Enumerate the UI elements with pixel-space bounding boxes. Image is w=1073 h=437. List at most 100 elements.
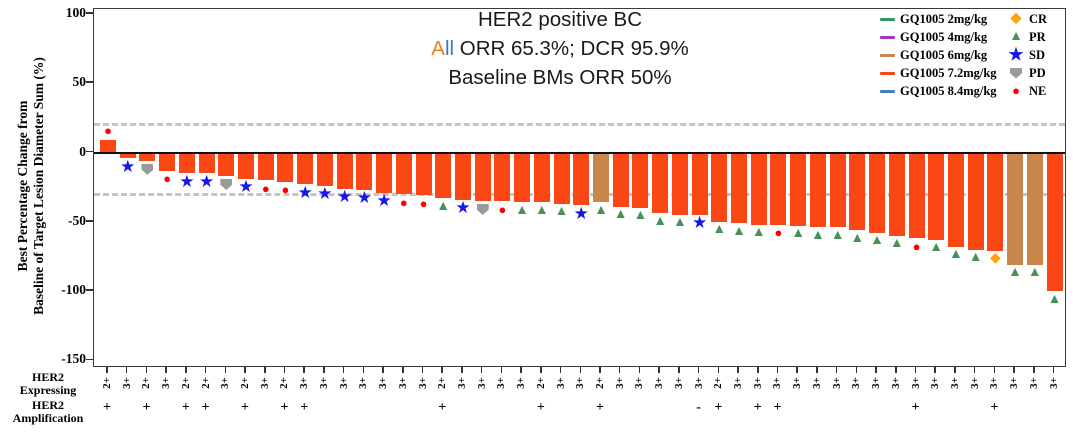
pr-marker-icon: ▲ (731, 224, 747, 240)
her2-amplification-label: + (280, 400, 289, 415)
pr-marker-icon: ▲ (534, 203, 550, 219)
bar (770, 152, 787, 225)
bar (711, 152, 728, 222)
sd-marker-icon: ★ (691, 213, 708, 233)
bar (1007, 152, 1024, 265)
her2-amplification-label: + (142, 400, 151, 415)
ne-marker-icon: ● (277, 182, 293, 198)
sd-marker-icon: ★ (337, 188, 353, 205)
ne-marker-icon: ● (258, 181, 274, 197)
bar (100, 140, 116, 153)
bar (1046, 152, 1063, 292)
row-header-amplification-line2: Amplification (12, 411, 84, 425)
x-tick-mark (954, 367, 956, 373)
y-axis-title-line2: Baseline of Target Lesion Diameter Sum (… (31, 57, 46, 315)
threshold-line-20 (94, 123, 1065, 127)
pr-glyph: ▲ (810, 227, 825, 243)
her2-amplification-label: + (181, 400, 190, 415)
legend-response-label: PR (1029, 29, 1046, 44)
ne-marker-icon: ● (100, 123, 116, 139)
her2-expressing-label: 2+ (179, 377, 192, 389)
x-tick-mark (678, 367, 680, 373)
x-tick-mark (185, 367, 187, 373)
her2-expressing-label: 2+ (239, 377, 252, 389)
her2-expressing-label: 3+ (298, 377, 311, 389)
bar (750, 152, 767, 225)
pd-legend-icon (1008, 65, 1024, 81)
pr-glyph: ▲ (1027, 265, 1042, 281)
bar (908, 152, 925, 239)
her2-expressing-label: 3+ (672, 377, 685, 389)
x-tick-mark (835, 367, 838, 373)
her2-amplification-label: + (714, 400, 723, 415)
her2-expressing-label: 2+ (712, 377, 725, 389)
legend-dose-column: GQ1005 2mg/kg GQ1005 4mg/kg GQ1005 6mg/kg G… (880, 10, 1008, 100)
sd-glyph: ★ (238, 177, 254, 197)
sd-marker-icon: ★ (199, 173, 215, 190)
bar (691, 152, 708, 215)
pr-marker-icon: ▲ (652, 214, 668, 230)
bar (356, 152, 373, 190)
x-tick-mark (618, 367, 621, 373)
bar (849, 152, 866, 231)
bar (238, 152, 255, 179)
sd-glyph: ★ (691, 213, 708, 233)
her2-expressing-label: 3+ (219, 377, 232, 389)
sd-glyph: ★ (573, 203, 589, 223)
sd-marker-icon: ★ (455, 199, 471, 216)
pr-glyph: ▲ (929, 240, 944, 256)
ne-glyph: ● (281, 182, 290, 198)
sd-marker-icon: ★ (356, 188, 372, 208)
sd-glyph: ★ (297, 182, 313, 202)
pr-marker-icon: ▲ (711, 222, 727, 238)
pr-glyph: ▲ (791, 226, 806, 242)
pr-marker-icon: ▲ (751, 225, 767, 241)
zero-axis-line (94, 151, 1065, 154)
bar (395, 152, 412, 195)
her2-expressing-label: 3+ (574, 377, 587, 389)
pr-marker-icon: ▲ (869, 233, 885, 249)
x-tick-mark (816, 367, 818, 373)
bar (119, 152, 136, 159)
ne-glyph: ● (104, 123, 112, 139)
bar (297, 152, 314, 185)
sd-legend-icon: ★ (1008, 46, 1024, 63)
pd-pentagon-icon (1010, 67, 1022, 79)
her2-expressing-label: 2+ (534, 377, 547, 389)
ne-glyph: ● (774, 225, 783, 241)
her2-expressing-label: 3+ (377, 377, 390, 389)
pr-glyph: ▲ (968, 250, 983, 266)
pr-glyph: ▲ (515, 202, 530, 218)
bar (869, 152, 886, 233)
legend-dose-item: GQ1005 8.4mg/kg (880, 82, 1008, 100)
x-tick-mark (283, 367, 286, 373)
bar (277, 152, 294, 182)
her2-amplification-label: + (990, 400, 999, 415)
pr-glyph: ▲ (751, 225, 766, 241)
bar (474, 152, 491, 201)
cr-legend-icon: ◆ (1008, 11, 1024, 27)
bar (573, 152, 590, 206)
x-tick-mark (599, 367, 601, 373)
legend-response-label: NE (1029, 83, 1047, 98)
her2-expressing-label: 3+ (455, 377, 468, 389)
x-tick-mark (757, 367, 759, 373)
pr-marker-icon: ▲ (435, 199, 451, 215)
legend-dose-label: GQ1005 6mg/kg (900, 47, 988, 62)
bar (316, 152, 333, 186)
title-all-a: A (431, 37, 445, 60)
x-tick-mark (402, 367, 404, 373)
her2-amplification-label: - (696, 400, 701, 415)
her2-amplification-label: + (300, 400, 309, 415)
her2-amplification-label: + (438, 400, 447, 415)
sd-glyph: ★ (376, 191, 392, 211)
x-tick-mark (323, 367, 325, 373)
pr-glyph: ▲ (732, 223, 746, 239)
legend-response-item: PD (1008, 64, 1047, 82)
dose-line-swatch-icon (880, 35, 895, 39)
legend-response-item: ★ SD (1008, 46, 1047, 64)
row-header-amplification: HER2 Amplification (6, 399, 90, 425)
x-tick-mark (520, 367, 522, 373)
x-tick-mark (993, 367, 996, 373)
sd-glyph: ★ (356, 188, 372, 208)
